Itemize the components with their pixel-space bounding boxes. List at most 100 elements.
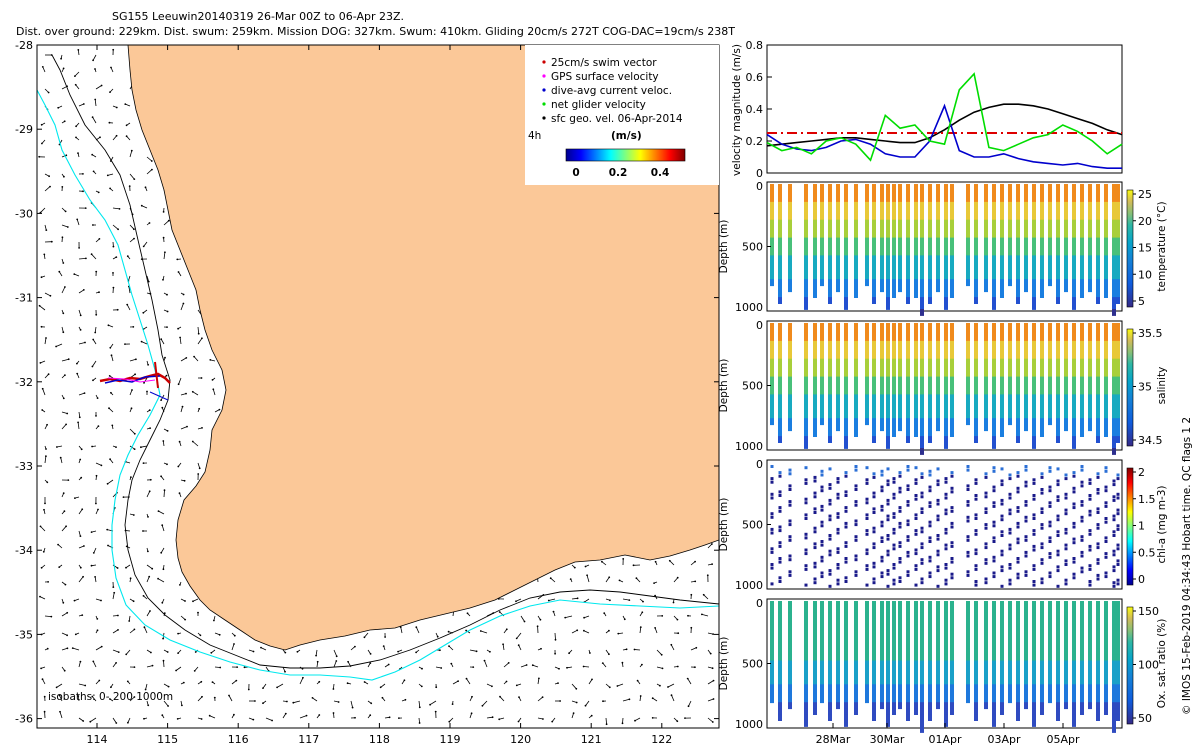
profile-sample: [865, 279, 869, 287]
profile-sample: [1032, 261, 1036, 269]
profile-sample: [1088, 195, 1092, 203]
profile-sample: [828, 201, 832, 209]
profile-sample: [1080, 607, 1084, 614]
velocity-arrow-head: [670, 643, 673, 646]
profile-sample: [1096, 672, 1100, 680]
profile-sample: [880, 358, 884, 366]
velocity-arrow-head: [382, 645, 385, 647]
profile-sample: [1056, 636, 1060, 644]
profile-sample: [820, 255, 824, 263]
velocity-arrow-head: [126, 303, 129, 306]
profile-sample: [920, 243, 924, 251]
profile-sample: [1116, 424, 1120, 432]
profile-sample: [1056, 201, 1060, 209]
profile-sample: [898, 702, 902, 710]
profile-sample: [1088, 666, 1092, 674]
profile-sample: [974, 630, 978, 638]
profile-sample: [974, 529, 978, 533]
profile-sample: [992, 624, 996, 632]
velocity-arrow: [503, 662, 509, 668]
velocity-arrow: [61, 286, 66, 294]
profile-sample: [1104, 630, 1108, 638]
profile-sample: [1116, 291, 1120, 298]
profile-sample: [804, 684, 808, 692]
profile-sample: [778, 430, 782, 437]
profile-sample: [906, 430, 910, 437]
profile-sample: [992, 714, 996, 721]
velocity-arrow-head: [166, 463, 168, 466]
profile-sample: [974, 552, 978, 556]
velocity-arrow-head: [151, 664, 154, 667]
profile-sample: [844, 195, 848, 203]
profile-sample: [1088, 352, 1092, 360]
velocity-arrow-head: [106, 482, 109, 485]
profile-sample: [1116, 219, 1120, 227]
profile-sample: [1104, 571, 1108, 575]
profile-sample: [914, 601, 918, 608]
profile-sample: [892, 231, 896, 239]
profile-sample: [898, 654, 902, 662]
profile-sample: [886, 388, 890, 396]
profile-sample: [928, 285, 932, 293]
profile-sample: [813, 495, 817, 499]
profile-sample: [854, 601, 858, 608]
profile-sample: [936, 346, 940, 354]
velocity-arrow-head: [85, 257, 87, 260]
velocity-arrow-head: [62, 601, 65, 604]
velocity-arrow-head: [608, 629, 610, 632]
profile-sample: [820, 684, 824, 692]
profile-sample: [804, 666, 808, 674]
profile-sample: [804, 660, 808, 668]
profile-sample: [984, 285, 988, 293]
colorbar-tick-label: 1.5: [1138, 493, 1156, 506]
profile-sample: [844, 382, 848, 390]
profile-sample: [872, 430, 876, 437]
profile-sample: [865, 612, 869, 620]
velocity-arrow-head: [143, 382, 145, 384]
profile-sample: [854, 184, 858, 191]
profile-sample: [813, 394, 817, 402]
profile-sample: [778, 207, 782, 215]
profile-sample: [944, 648, 948, 656]
profile-sample: [880, 388, 884, 396]
profile-sample: [992, 436, 996, 443]
velocity-arrow-head: [451, 703, 454, 705]
velocity-arrow-head: [447, 630, 450, 633]
profile-sample: [1056, 612, 1060, 620]
profile-sample: [992, 520, 996, 524]
profile-sample: [1064, 201, 1068, 209]
velocity-arrow-head: [586, 574, 588, 577]
velocity-arrow: [585, 700, 590, 706]
profile-sample: [944, 607, 948, 614]
profile-sample: [914, 497, 918, 501]
velocity-arrow-head: [654, 627, 656, 629]
profile-sample: [1104, 213, 1108, 221]
profile-sample: [992, 702, 996, 710]
profile-sample: [788, 249, 792, 257]
profile-sample: [936, 424, 940, 432]
profile-sample: [1104, 517, 1108, 520]
profile-sample: [1048, 412, 1052, 420]
profile-sample: [936, 340, 940, 348]
velocity-arrow-head: [95, 415, 97, 417]
velocity-arrow-head: [117, 228, 119, 231]
profile-sample: [1116, 612, 1120, 620]
velocity-arrow-head: [694, 580, 697, 583]
profile-sample: [872, 376, 876, 384]
profile-sample: [1032, 213, 1036, 221]
velocity-arrow-head: [219, 666, 222, 669]
lon-tick-label: 121: [581, 733, 602, 746]
velocity-arrow-head: [369, 662, 372, 664]
velocity-arrow: [129, 629, 135, 634]
profile-sample: [1116, 630, 1120, 638]
profile-sample: [854, 654, 858, 662]
profile-sample: [1116, 607, 1120, 614]
profile-sample: [1032, 666, 1036, 674]
velocity-arrow: [179, 337, 182, 345]
profile-sample: [1008, 636, 1012, 644]
profile-sample: [974, 400, 978, 408]
profile-sample: [778, 702, 782, 710]
profile-sample: [892, 477, 896, 481]
profile-sample: [892, 624, 896, 632]
velocity-arrow-head: [554, 638, 557, 641]
